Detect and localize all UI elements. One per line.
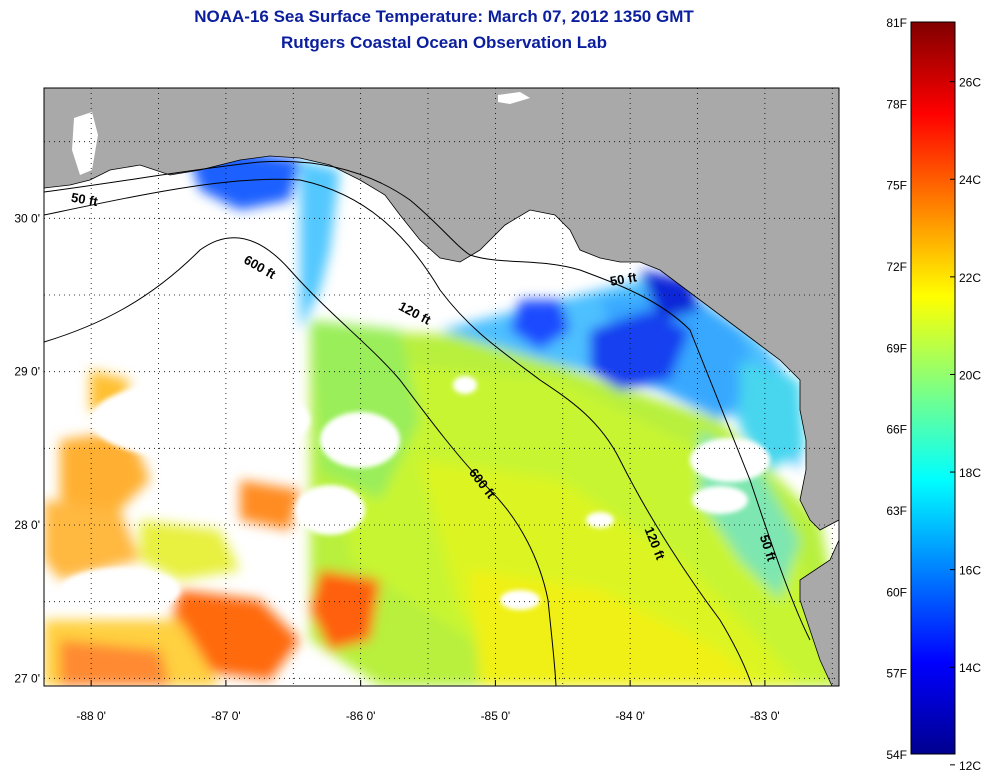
graticule xyxy=(44,88,839,686)
x-tick-label: -86 0' xyxy=(346,709,376,723)
contour-600ft xyxy=(44,237,557,686)
mobile-bay xyxy=(72,112,98,175)
map-frame xyxy=(43,87,840,687)
colorbar-label-c: 18C xyxy=(959,466,981,480)
contour-120ft xyxy=(44,178,753,686)
colorbar xyxy=(910,21,956,755)
colorbar-label-c: 20C xyxy=(959,368,981,382)
colorbar-labels: 81F 78F 75F 72F 69F 66F 63F 60F 57F 54F 26C 24C 22C 2… xyxy=(886,16,981,770)
bathymetry-contours xyxy=(44,160,811,686)
y-tick-label: 27 0' xyxy=(14,671,40,685)
y-tick-label: 30 0' xyxy=(14,211,40,225)
colorbar-label-f: 63F xyxy=(886,504,907,518)
colorbar-label-f: 54F xyxy=(886,748,907,762)
contour-50ft xyxy=(44,160,811,641)
colorbar-label-f: 60F xyxy=(886,585,907,599)
y-tick-label: 29 0' xyxy=(14,365,40,379)
colorbar-label-c: 22C xyxy=(959,271,981,285)
y-tick-label: 28 0' xyxy=(14,518,40,532)
cloud-patches xyxy=(60,376,770,612)
colorbar-label-c: 12C xyxy=(959,759,981,770)
colorbar-label-f: 78F xyxy=(886,97,907,111)
x-tick-label: -83 0' xyxy=(750,709,780,723)
map-title: NOAA-16 Sea Surface Temperature: March 0… xyxy=(194,7,694,26)
colorbar-label-f: 75F xyxy=(886,179,907,193)
colorbar-label-c: 26C xyxy=(959,76,981,90)
x-tick-label: -85 0' xyxy=(481,709,511,723)
x-tick-label: -87 0' xyxy=(211,709,241,723)
colorbar-label-f: 72F xyxy=(886,260,907,274)
map-subtitle: Rutgers Coastal Ocean Observation Lab xyxy=(281,33,607,52)
colorbar-label-c: 14C xyxy=(959,661,981,675)
colorbar-label-c: 16C xyxy=(959,564,981,578)
contour-label: 50 ft xyxy=(70,190,100,210)
florida-land xyxy=(44,88,839,686)
colorbar-label-f: 66F xyxy=(886,423,907,437)
x-tick-label: -84 0' xyxy=(615,709,645,723)
axis-labels: -88 0' -87 0' -86 0' -85 0' -84 0' -83 0' 30 0… xyxy=(14,211,779,723)
colorbar-label-f: 57F xyxy=(886,667,907,681)
contour-label: 50 ft xyxy=(609,269,639,289)
colorbar-label-f: 69F xyxy=(886,341,907,355)
x-tick-label: -88 0' xyxy=(76,709,106,723)
inland-lake xyxy=(498,92,530,104)
colorbar-label-c: 24C xyxy=(959,173,981,187)
colorbar-label-f: 81F xyxy=(886,16,907,30)
